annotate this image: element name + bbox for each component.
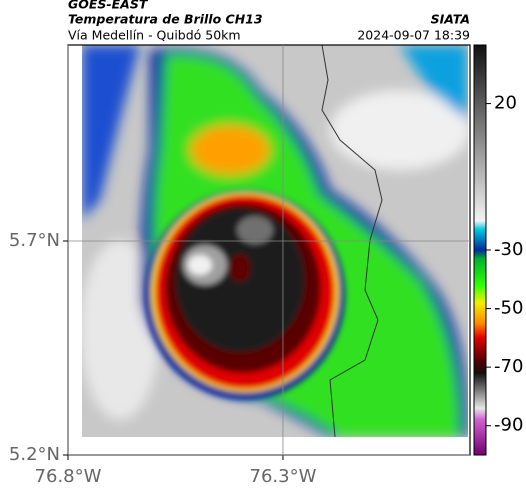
colorbar-tick-label: -50 xyxy=(494,298,523,319)
datetime: 2024-09-07 18:39 xyxy=(357,28,470,43)
agency: SIATA xyxy=(431,12,470,27)
y-tick-label: 5.7°N xyxy=(9,230,60,251)
route: Vía Medellín - Quibdó 50km xyxy=(68,28,241,43)
y-tick-label: 5.2°N xyxy=(9,444,60,465)
satellite-image xyxy=(82,45,468,437)
x-tick-label: 76.8°W xyxy=(35,466,102,487)
colorbar-tick-label: -90 xyxy=(494,415,523,436)
colorbar-tick-label: -70 xyxy=(494,356,523,377)
satellite-title: GOES-EAST xyxy=(68,0,149,12)
x-tick-label: 76.3°W xyxy=(250,466,317,487)
colorbar-tick-label: 20 xyxy=(494,93,517,114)
colorbar xyxy=(473,44,487,456)
colorbar-tick-label: -30 xyxy=(494,239,523,260)
product-title: Temperatura de Brillo CH13 xyxy=(68,12,263,27)
